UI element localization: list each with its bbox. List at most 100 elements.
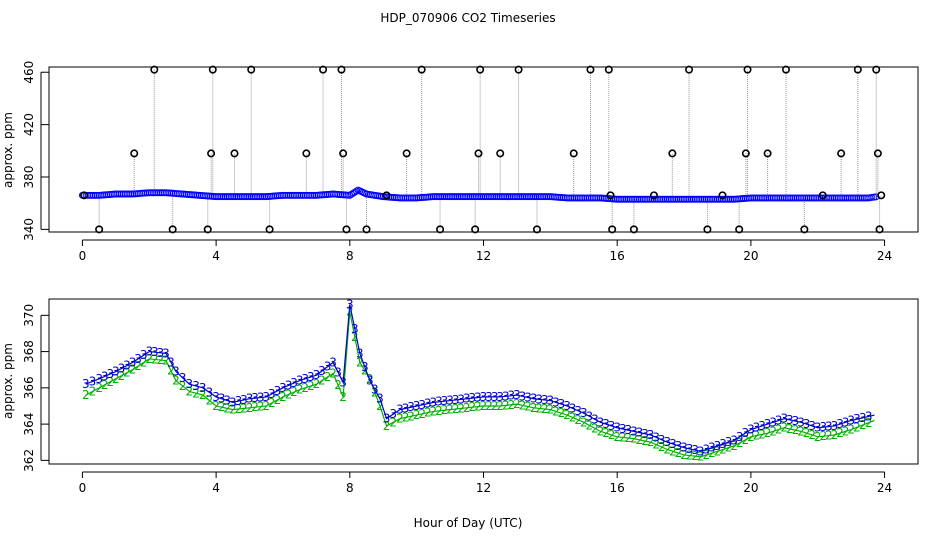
series-marker-2: 2 <box>285 387 293 401</box>
series-marker-3: 3 <box>535 392 543 406</box>
spike-point <box>130 149 139 158</box>
series-marker-2: 2 <box>842 424 850 438</box>
y-tick-label: 368 <box>22 340 36 363</box>
series-marker-3: 3 <box>324 360 332 374</box>
spike-point <box>872 65 881 74</box>
series-marker-2: 2 <box>157 353 165 367</box>
series-marker-3: 3 <box>541 393 549 407</box>
series-marker-2: 2 <box>206 394 214 408</box>
series-marker-3: 3 <box>552 395 560 409</box>
series-marker-2: 2 <box>140 355 148 369</box>
series-marker-2: 2 <box>424 406 432 420</box>
x-tick-label: 8 <box>346 481 354 495</box>
spike-point <box>781 65 790 74</box>
series-marker-3: 3 <box>157 346 165 360</box>
series-marker-3: 3 <box>199 381 207 395</box>
spike-point <box>474 149 483 158</box>
series-marker-3: 3 <box>441 394 449 408</box>
series-marker-2: 2 <box>129 363 137 377</box>
spike-point <box>569 149 578 158</box>
series-marker-3: 3 <box>725 435 733 449</box>
spike-point <box>668 149 677 158</box>
series-marker-2: 2 <box>502 398 510 412</box>
series-marker-2: 2 <box>396 412 404 426</box>
top-x-axis: 0 4 8 12 16 20 24 <box>79 239 892 263</box>
spike-point <box>337 65 346 74</box>
series-marker-2: 2 <box>741 433 749 447</box>
series-marker-2: 2 <box>301 381 309 395</box>
spike-point <box>247 65 256 74</box>
series-marker-3: 3 <box>129 355 137 369</box>
series-marker-2: 2 <box>95 381 103 395</box>
series-marker-2: 2 <box>480 399 488 413</box>
series-marker-2: 2 <box>334 378 342 392</box>
top-y-axis-label: approx. ppm <box>1 112 15 188</box>
series-marker-2: 2 <box>574 413 582 427</box>
series-marker-3: 3 <box>680 441 688 455</box>
spike-point <box>818 191 827 200</box>
series-marker-3: 3 <box>558 397 566 411</box>
series-marker-2: 2 <box>797 424 805 438</box>
spike-point <box>207 149 216 158</box>
spike-point <box>471 225 480 234</box>
series-marker-3: 3 <box>361 360 369 374</box>
series-marker-2: 2 <box>836 426 844 440</box>
series-marker-3: 3 <box>134 352 142 366</box>
spike-point <box>342 225 351 234</box>
series-marker-2: 2 <box>101 378 109 392</box>
series-marker-2: 2 <box>803 426 811 440</box>
series-marker-2: 2 <box>508 398 516 412</box>
series-marker-2: 2 <box>279 390 287 404</box>
series-marker-2: 2 <box>485 399 493 413</box>
series-marker-2: 2 <box>366 372 374 386</box>
series-marker-3: 3 <box>346 297 354 311</box>
y-tick-label: 460 <box>22 61 36 84</box>
spike-point <box>586 65 595 74</box>
series-marker-3: 3 <box>179 371 187 385</box>
series-marker-2: 2 <box>547 403 555 417</box>
series-marker-2: 2 <box>199 388 207 402</box>
series-marker-2: 2 <box>463 401 471 415</box>
series-marker-3: 3 <box>502 389 510 403</box>
series-marker-2: 2 <box>786 422 794 436</box>
series-marker-3: 3 <box>418 398 426 412</box>
spike-point <box>875 225 884 234</box>
x-axis-label: Hour of Day (UTC) <box>414 516 523 530</box>
series-marker-2: 2 <box>831 428 839 442</box>
series-marker-3: 3 <box>480 390 488 404</box>
series-marker-3: 3 <box>814 421 822 435</box>
spike-point <box>203 225 212 234</box>
series-marker-2: 2 <box>446 403 454 417</box>
series-marker-3: 3 <box>162 346 170 360</box>
series-marker-3: 3 <box>446 394 454 408</box>
series-marker-3: 3 <box>630 424 638 438</box>
spike-point <box>150 65 159 74</box>
series-marker-2: 2 <box>519 398 527 412</box>
series-marker-3: 3 <box>485 390 493 404</box>
series-marker-3: 3 <box>101 369 109 383</box>
series-marker-3: 3 <box>413 399 421 413</box>
series-marker-2: 2 <box>167 364 175 378</box>
series-marker-2: 2 <box>313 377 321 391</box>
series-marker-2: 2 <box>240 401 248 415</box>
series-marker-3: 3 <box>619 422 627 436</box>
series-marker-2: 2 <box>613 430 621 444</box>
series-marker-3: 3 <box>819 420 827 434</box>
series-marker-3: 3 <box>764 417 772 431</box>
spike-point <box>168 225 177 234</box>
series-marker-2: 2 <box>680 448 688 462</box>
series-marker-3: 3 <box>118 362 126 376</box>
series-marker-2: 2 <box>664 442 672 456</box>
series-marker-3: 3 <box>172 365 180 379</box>
spike-point <box>230 149 239 158</box>
series-marker-2: 2 <box>647 435 655 449</box>
series-marker-2: 2 <box>251 400 259 414</box>
series-marker-2: 2 <box>569 410 577 424</box>
series-marker-2: 2 <box>636 433 644 447</box>
spike-point <box>80 191 89 200</box>
series-marker-2: 2 <box>356 355 364 369</box>
series-marker-3: 3 <box>229 395 237 409</box>
spike-point <box>402 149 411 158</box>
series-marker-3: 3 <box>853 412 861 426</box>
